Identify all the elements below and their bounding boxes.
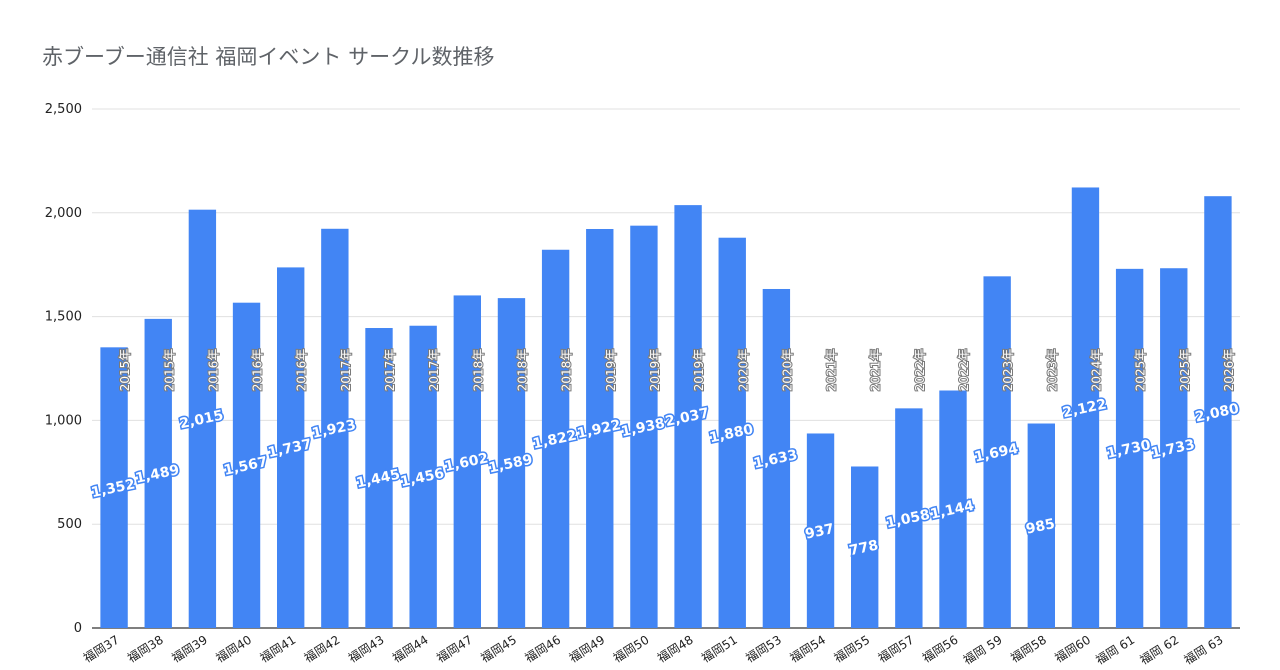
x-axis-labels: 福岡37 福岡38 福岡39 福岡40 福岡41 福岡42 福岡43 福岡44 福岡47 福岡45…: [80, 632, 1225, 668]
year-annotation: 2019年: [604, 349, 618, 392]
x-tick-label: 福岡 62: [1137, 632, 1181, 668]
bar: [144, 318, 172, 628]
x-tick-label: 福岡 59: [960, 632, 1004, 668]
bar: [277, 267, 305, 628]
year-annotation: 2018年: [560, 349, 574, 392]
x-tick-label: 福岡 63: [1181, 632, 1225, 668]
bars: [100, 187, 1232, 629]
year-annotation: 2020年: [780, 349, 794, 392]
year-annotation: 2016年: [295, 349, 309, 392]
bar: [321, 228, 349, 628]
year-annotation: 2023年: [1045, 349, 1059, 392]
year-annotation: 2023年: [1001, 349, 1015, 392]
bar: [674, 205, 702, 628]
x-tick-label: 福岡47: [434, 632, 475, 666]
bar: [762, 288, 791, 628]
bar: [1027, 423, 1055, 628]
bar: [586, 228, 614, 628]
bar: [851, 466, 879, 628]
year-annotation: 2022年: [957, 349, 971, 392]
y-tick-label: 1,000: [45, 413, 82, 428]
bar: [1160, 268, 1188, 628]
x-tick-label: 福岡60: [1052, 632, 1093, 666]
bar: [453, 295, 481, 628]
year-annotation: 2018年: [471, 349, 485, 392]
y-tick-label: 0: [74, 621, 82, 636]
year-annotation: 2016年: [251, 349, 265, 392]
x-tick-label: 福岡41: [257, 632, 298, 666]
x-tick-label: 福岡48: [654, 632, 695, 666]
year-annotation: 2017年: [383, 349, 397, 392]
year-annotation: 2020年: [736, 349, 750, 392]
bar: [541, 249, 570, 628]
bar: [1204, 196, 1232, 628]
y-tick-label: 500: [57, 517, 82, 532]
x-tick-label: 福岡58: [1008, 632, 1049, 666]
year-annotation: 2021年: [825, 349, 839, 392]
chart-title: 赤ブーブー通信社 福岡イベント サークル数推移: [42, 45, 494, 69]
year-annotation: 2024年: [1090, 349, 1104, 392]
x-tick-label: 福岡38: [125, 632, 166, 666]
year-annotation: 2019年: [648, 349, 662, 392]
bar: [1071, 187, 1100, 629]
year-annotation: 2015年: [118, 349, 132, 392]
year-annotation: 2017年: [427, 349, 441, 392]
x-tick-label: 福岡 61: [1093, 632, 1137, 668]
bar: [409, 325, 437, 628]
year-annotation: 2016年: [206, 349, 220, 392]
bar: [939, 390, 967, 628]
x-tick-label: 福岡43: [345, 632, 386, 666]
x-tick-label: 福岡53: [743, 632, 784, 666]
x-tick-label: 福岡56: [919, 632, 960, 666]
year-annotation: 2017年: [339, 349, 353, 392]
y-tick-label: 1,500: [45, 310, 82, 325]
bar: [188, 209, 217, 628]
x-tick-label: 福岡54: [787, 632, 828, 666]
bar: [630, 225, 658, 628]
x-tick-label: 福岡44: [389, 632, 430, 666]
year-annotation: 2019年: [692, 349, 706, 392]
y-tick-label: 2,500: [45, 102, 82, 117]
bar: [806, 433, 835, 628]
x-tick-label: 福岡50: [610, 632, 651, 666]
x-tick-label: 福岡57: [875, 632, 916, 666]
x-tick-label: 福岡45: [478, 632, 519, 666]
y-axis-ticks: 0 500 1,000 1,500 2,000 2,500: [45, 102, 82, 636]
bar: [983, 276, 1011, 628]
bar: [232, 302, 261, 628]
year-annotation: 2018年: [516, 349, 530, 392]
y-tick-label: 2,000: [45, 206, 82, 221]
x-tick-label: 福岡46: [522, 632, 563, 666]
bar: [895, 408, 923, 628]
x-tick-label: 福岡39: [169, 632, 210, 666]
x-tick-label: 福岡37: [80, 632, 121, 666]
bar: [1115, 268, 1144, 628]
bar: [100, 347, 128, 628]
year-annotation: 2022年: [913, 349, 927, 392]
year-annotation: 2025年: [1178, 349, 1192, 392]
year-annotation: 2025年: [1134, 349, 1148, 392]
x-tick-label: 福岡42: [301, 632, 342, 666]
year-annotation: 2026年: [1222, 349, 1236, 392]
year-annotations: 2015年 2015年 2016年 2016年 2016年 2017年 2017年 2017年…: [117, 348, 1237, 393]
bar: [497, 298, 526, 628]
year-annotation: 2015年: [162, 349, 176, 392]
x-tick-label: 福岡49: [566, 632, 607, 666]
x-tick-label: 福岡51: [699, 632, 740, 666]
year-annotation: 2021年: [869, 349, 883, 392]
bar: [365, 328, 393, 628]
bar: [718, 237, 746, 628]
x-tick-label: 福岡40: [213, 632, 254, 666]
x-tick-label: 福岡55: [831, 632, 872, 666]
